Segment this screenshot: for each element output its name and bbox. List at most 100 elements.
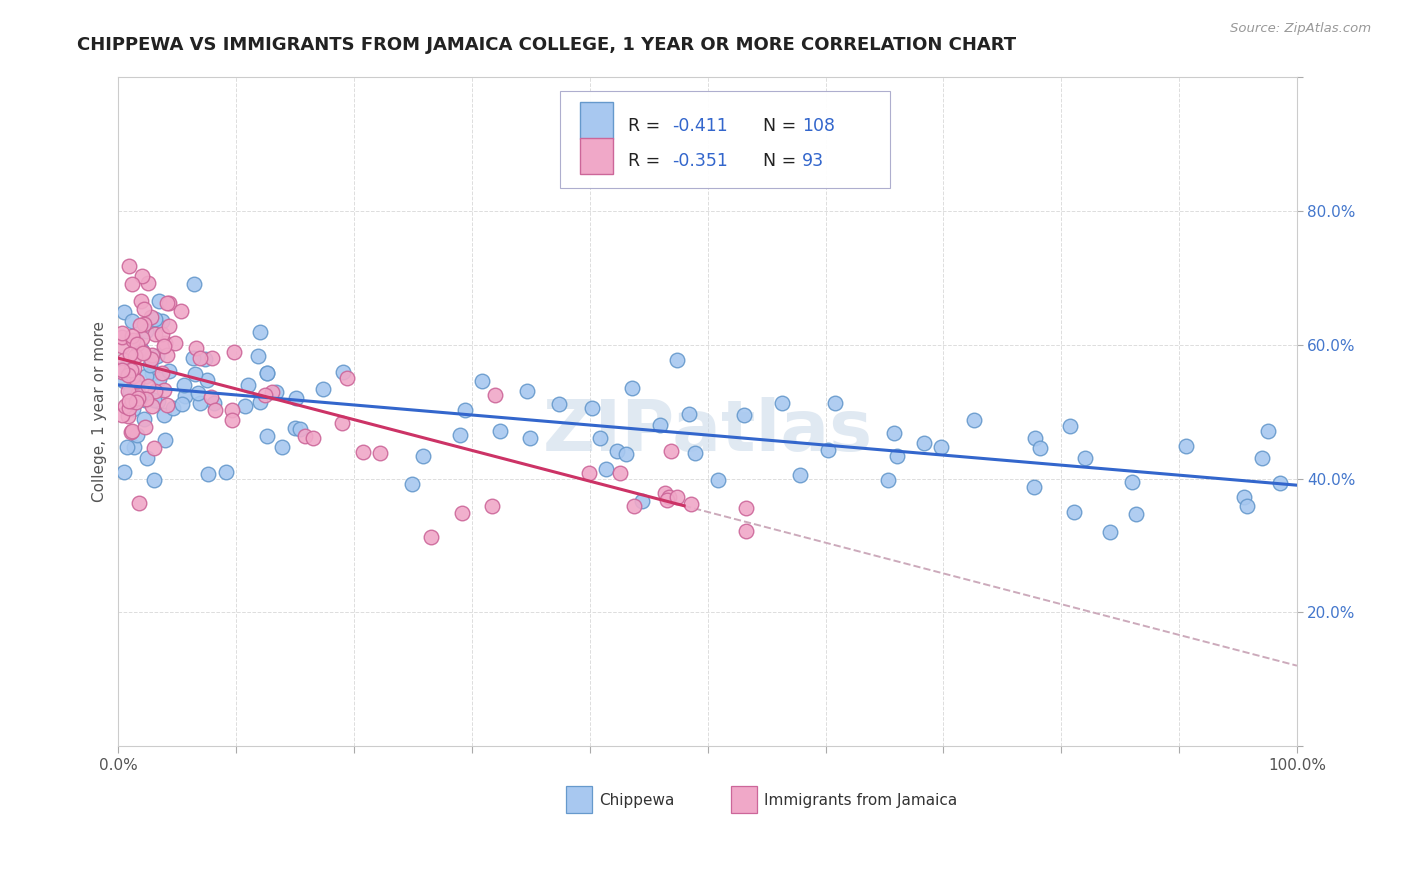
Point (136, 378, 159, 392)
Point (197, 467, 219, 481)
Point (666, 490, 689, 504)
Point (120, 363, 142, 377)
Point (824, 395, 846, 409)
Point (136, 277, 159, 291)
Point (153, 408, 176, 422)
Point (188, 351, 211, 366)
Point (817, 443, 839, 458)
Text: ZIPatlas: ZIPatlas (543, 397, 873, 467)
Text: -0.351: -0.351 (672, 152, 728, 170)
Point (131, 331, 153, 345)
Point (156, 348, 179, 362)
Point (1251, 451, 1274, 466)
Point (1073, 450, 1095, 465)
Point (659, 444, 682, 458)
Point (121, 393, 143, 408)
Point (184, 368, 207, 382)
Point (589, 431, 612, 445)
Point (125, 374, 148, 388)
Point (789, 468, 811, 483)
Point (1257, 424, 1279, 438)
Text: R =: R = (627, 117, 665, 135)
Point (1029, 442, 1052, 456)
Point (681, 497, 703, 511)
Point (132, 344, 155, 359)
Text: Source: ZipAtlas.com: Source: ZipAtlas.com (1230, 22, 1371, 36)
FancyBboxPatch shape (567, 786, 592, 813)
Point (606, 443, 628, 458)
Point (471, 374, 494, 388)
Point (1063, 505, 1085, 519)
FancyBboxPatch shape (731, 786, 758, 813)
Point (155, 433, 177, 447)
Point (202, 396, 225, 410)
Point (170, 397, 193, 411)
Point (162, 401, 184, 416)
Point (139, 352, 162, 367)
Point (247, 349, 270, 363)
Text: R =: R = (627, 152, 665, 170)
Point (121, 401, 143, 416)
Point (401, 477, 423, 491)
Point (173, 377, 195, 392)
Point (148, 294, 170, 309)
Point (1268, 475, 1291, 490)
Point (121, 277, 143, 291)
Point (236, 378, 259, 392)
Point (128, 496, 150, 510)
Point (157, 296, 180, 310)
Point (117, 384, 139, 398)
Point (194, 351, 217, 366)
Point (912, 435, 935, 450)
Point (288, 422, 311, 436)
Point (135, 392, 157, 406)
Point (877, 474, 900, 488)
Point (170, 304, 193, 318)
Point (153, 339, 176, 353)
Point (678, 408, 700, 422)
Point (127, 389, 149, 403)
Point (1125, 507, 1147, 521)
Point (256, 428, 278, 442)
Point (1174, 440, 1197, 454)
Point (141, 347, 163, 361)
Point (484, 388, 506, 402)
Point (141, 310, 163, 325)
Point (449, 428, 471, 442)
Point (886, 449, 908, 463)
Point (249, 325, 271, 339)
Point (481, 499, 503, 513)
Point (1233, 490, 1256, 504)
Point (233, 399, 256, 413)
Point (657, 493, 679, 508)
Point (963, 413, 986, 427)
Point (609, 466, 631, 480)
Point (134, 420, 156, 434)
Point (127, 391, 149, 405)
Point (256, 366, 278, 380)
Point (156, 398, 179, 412)
Point (112, 374, 135, 388)
Point (733, 408, 755, 422)
Point (129, 318, 152, 333)
Point (302, 431, 325, 445)
Point (145, 317, 167, 331)
Point (127, 427, 149, 442)
Point (256, 366, 278, 380)
Point (111, 365, 134, 379)
Point (122, 441, 145, 455)
Point (516, 384, 538, 398)
Point (222, 345, 245, 359)
Point (654, 486, 676, 500)
Text: N =: N = (763, 152, 796, 170)
Point (121, 333, 143, 347)
Point (132, 318, 155, 332)
Point (153, 383, 176, 397)
Point (157, 319, 180, 334)
Text: -0.411: -0.411 (672, 117, 728, 135)
Point (658, 490, 681, 504)
Point (115, 440, 138, 454)
Point (118, 346, 141, 360)
Point (157, 364, 180, 378)
Point (122, 360, 145, 375)
